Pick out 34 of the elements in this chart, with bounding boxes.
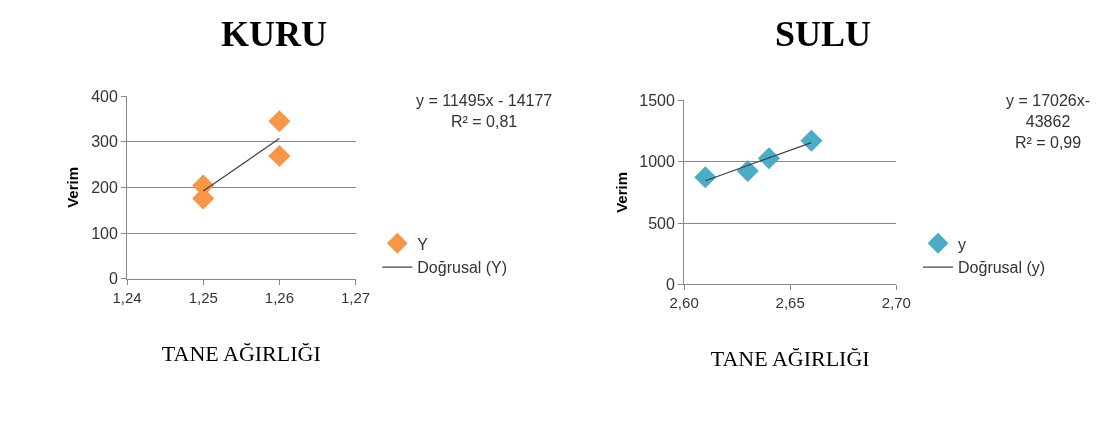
point [757,147,781,170]
y-tick-label: 1500 [639,91,676,109]
y-tick-label: 400 [91,87,118,105]
y-axis-title: Verim [64,166,82,208]
point [268,144,291,167]
point [694,166,717,189]
x-tick-label: 1,27 [340,288,371,306]
legend-label: Doğrusal (y) [958,259,1046,277]
y-tick-label: 200 [91,179,118,197]
x-axis-title: TANE AĞIRLIĞI [710,346,870,372]
y-tick-label: 300 [91,133,118,151]
x-tick-label: 1,24 [112,288,142,306]
x-tick-label: 2,65 [775,294,805,312]
y-tick-label: 500 [648,214,676,232]
y-tick-label: 0 [108,270,118,288]
x-tick-label: 1,26 [264,288,294,306]
x-tick-label: 1,25 [188,288,218,306]
y-tick-label: 1000 [639,153,676,171]
x-tick-label: 2,60 [669,294,699,312]
y-tick-label: 100 [91,224,118,242]
chart-title: SULU [775,14,872,54]
y-axis-title: Verim [612,171,630,213]
chart-title: KURU [221,14,327,54]
x-tick-label: 2,70 [881,294,911,312]
text: y = 11495x - 14177 R² = 0,81 [416,92,553,130]
text: y = 17026x- 43862 R² = 0,99 [1006,92,1091,151]
point [736,159,759,183]
x-axis-title: TANE AĞIRLIĞI [161,340,321,366]
legend-label: y [958,235,967,253]
legend-label: Doğrusal (Y) [417,259,508,277]
y-tick-label: 0 [666,276,676,294]
legend-label: Y [417,235,429,253]
point [268,110,291,133]
point [800,129,823,152]
